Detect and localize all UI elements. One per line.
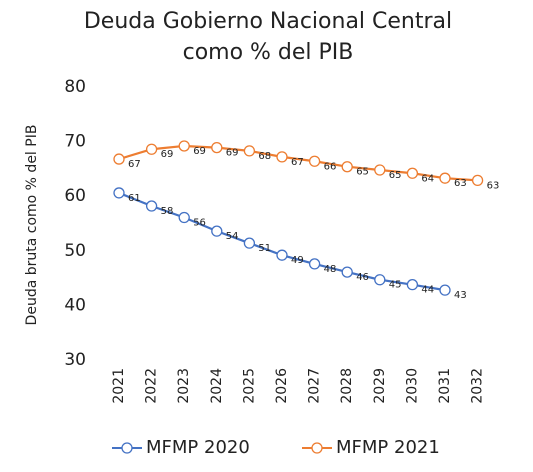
- data-label: 65: [389, 170, 402, 181]
- data-label: 61: [128, 193, 141, 204]
- point-marker: [374, 164, 386, 176]
- data-label: 69: [161, 149, 174, 160]
- data-label: 69: [193, 146, 206, 157]
- legend-label: MFMP 2021: [336, 437, 440, 458]
- chart-title: como % del PIB: [183, 40, 354, 65]
- data-label: 65: [356, 167, 369, 178]
- data-label: 58: [161, 206, 174, 217]
- x-tick-label: 2026: [274, 368, 290, 404]
- point-marker: [276, 249, 288, 261]
- data-label: 63: [487, 180, 500, 191]
- point-marker: [374, 274, 386, 286]
- data-label: 43: [454, 290, 467, 301]
- x-tick-label: 2027: [307, 368, 323, 404]
- point-marker: [406, 167, 419, 179]
- data-label: 67: [128, 159, 141, 170]
- point-marker: [406, 279, 419, 291]
- point-marker: [243, 145, 256, 157]
- point-marker: [276, 151, 288, 163]
- x-tick-label: 2023: [176, 368, 192, 404]
- data-label: 66: [324, 161, 337, 172]
- point-marker: [113, 153, 125, 165]
- legend-marker: [121, 442, 133, 454]
- point-marker: [341, 161, 353, 173]
- data-label: 68: [258, 151, 271, 162]
- x-tick-label: 2032: [470, 368, 486, 404]
- y-tick-label: 30: [64, 350, 86, 370]
- data-label: 46: [356, 272, 369, 283]
- data-label: 54: [226, 231, 239, 242]
- point-marker: [439, 172, 451, 184]
- data-label: 56: [193, 217, 206, 228]
- point-marker: [211, 141, 223, 154]
- data-label: 63: [454, 178, 467, 189]
- point-marker: [308, 258, 321, 270]
- x-tick-label: 2031: [437, 368, 453, 404]
- data-label: 44: [421, 285, 434, 296]
- x-tick-label: 2022: [144, 368, 160, 404]
- y-tick-label: 60: [64, 186, 86, 206]
- point-marker: [471, 174, 484, 187]
- point-marker: [145, 200, 158, 212]
- legend-label: MFMP 2020: [146, 437, 250, 458]
- point-marker: [113, 187, 125, 199]
- data-label: 51: [258, 243, 271, 254]
- y-tick-label: 50: [64, 241, 86, 261]
- data-label: 48: [324, 264, 337, 275]
- legend-marker: [311, 442, 323, 454]
- chart-title: Deuda Gobierno Nacional Central: [84, 9, 452, 34]
- point-marker: [243, 237, 256, 249]
- point-marker: [211, 225, 223, 237]
- x-tick-label: 2030: [404, 368, 420, 404]
- y-tick-label: 80: [64, 77, 86, 97]
- data-label: 49: [291, 255, 304, 266]
- data-label: 64: [421, 173, 434, 184]
- x-tick-label: 2029: [372, 368, 388, 404]
- x-tick-label: 2028: [339, 368, 355, 404]
- data-label: 67: [291, 157, 304, 168]
- point-marker: [341, 266, 353, 278]
- point-marker: [439, 284, 451, 296]
- data-label: 69: [226, 148, 239, 159]
- point-marker: [178, 140, 190, 152]
- x-tick-label: 2024: [209, 368, 225, 404]
- x-tick-label: 2021: [111, 368, 127, 404]
- y-axis-label: Deuda bruta como % del PIB: [24, 125, 40, 326]
- point-marker: [308, 155, 321, 167]
- y-tick-label: 40: [64, 295, 86, 315]
- x-tick-label: 2025: [241, 368, 257, 404]
- point-marker: [178, 211, 190, 224]
- point-marker: [145, 143, 158, 155]
- data-label: 45: [389, 280, 402, 291]
- y-tick-label: 70: [64, 132, 86, 152]
